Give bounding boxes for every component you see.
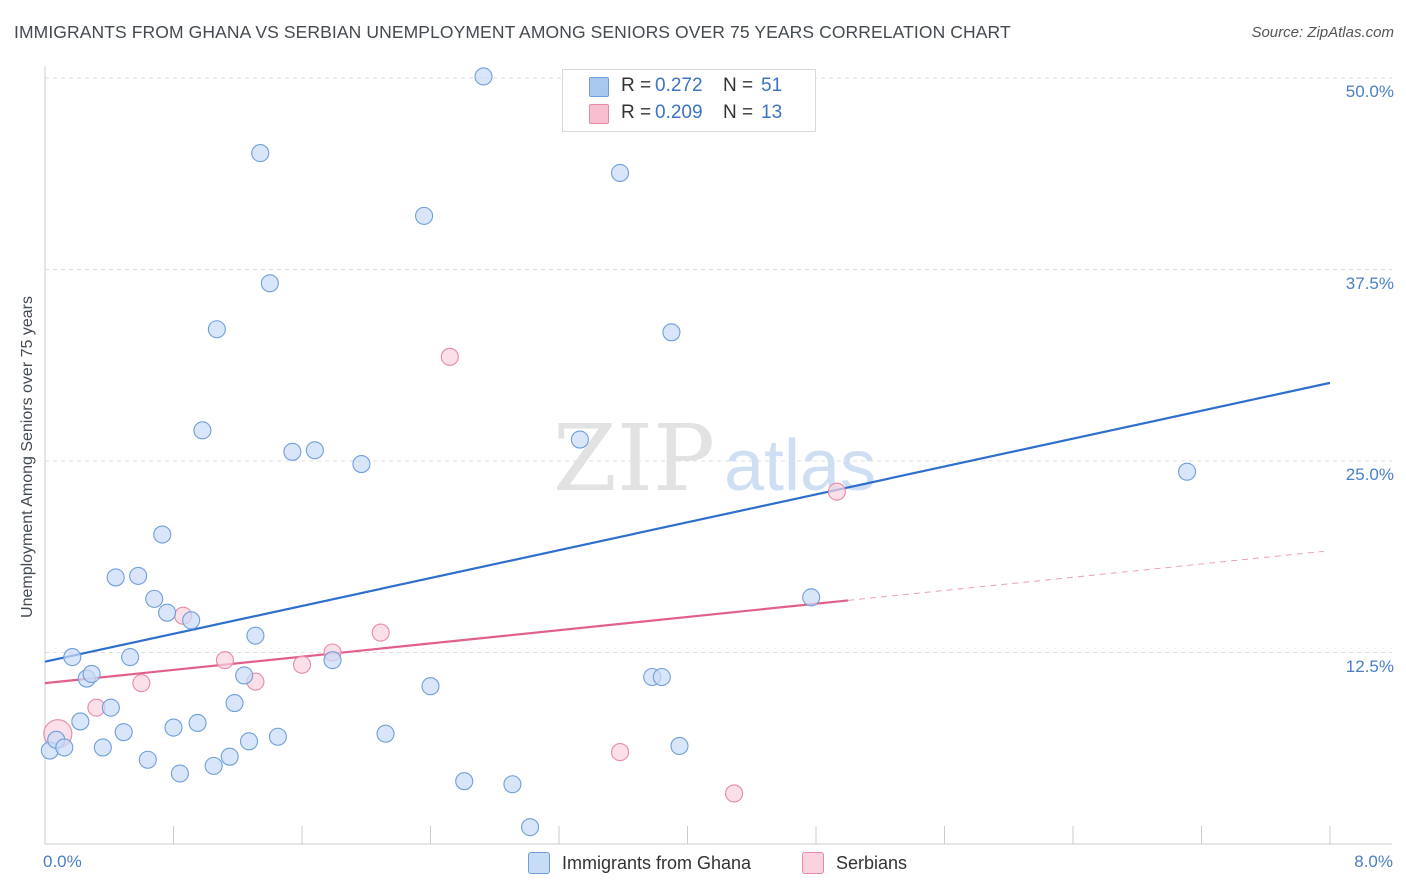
ghana-point xyxy=(283,442,302,461)
serbian-point xyxy=(215,651,234,670)
legend-swatch-serbians xyxy=(589,104,609,124)
y-tick-label: 25.0% xyxy=(1345,465,1394,484)
serbian-point xyxy=(725,784,744,803)
serbian-point xyxy=(610,743,630,762)
ghana-point xyxy=(55,738,74,757)
bottom-legend-ghana[interactable]: Immigrants from Ghana xyxy=(528,852,751,874)
data-points xyxy=(40,67,1197,837)
ghana-point xyxy=(802,588,821,607)
legend-swatch-serbians xyxy=(802,852,824,874)
legend-n-label: N = xyxy=(723,102,754,123)
ghana-point xyxy=(82,664,101,683)
ghana-point xyxy=(474,67,493,86)
ghana-point xyxy=(235,666,254,685)
serbian-point xyxy=(371,623,390,642)
legend-row-ghana: R = 0.272 N = 51 xyxy=(589,74,782,98)
ghana-point xyxy=(71,712,90,731)
ghana-point xyxy=(1177,462,1197,481)
ghana-point xyxy=(521,818,540,837)
x-tick-label-min: 0.0% xyxy=(43,852,82,871)
ghana-point xyxy=(204,756,223,775)
ghana-point xyxy=(153,525,172,544)
ghana-point xyxy=(352,455,371,474)
legend-label-serbians: Serbians xyxy=(836,852,908,873)
ghana-point xyxy=(121,648,140,667)
serbian-point xyxy=(440,347,459,366)
ghana-point xyxy=(158,603,177,622)
trend-line-serbians xyxy=(44,599,849,685)
x-tick-label-max: 8.0% xyxy=(1354,852,1393,871)
y-tick-label: 37.5% xyxy=(1345,273,1394,293)
ghana-point xyxy=(376,724,395,743)
correlation-legend: R = 0.272 N = 51 R = 0.209 N = 13 xyxy=(562,69,816,132)
serbian-point xyxy=(292,655,312,674)
ghana-point xyxy=(239,732,259,751)
ghana-point xyxy=(225,694,244,713)
ghana-point xyxy=(170,764,189,783)
ghana-point xyxy=(114,723,133,742)
ghana-point xyxy=(260,274,279,293)
ghana-point xyxy=(670,736,689,756)
trend-line-ghana xyxy=(44,381,1331,663)
serbian-point xyxy=(827,482,846,501)
ghana-point xyxy=(268,727,287,746)
trend-line-extension xyxy=(848,550,1324,601)
ghana-point xyxy=(207,320,226,339)
y-tick-label: 12.5% xyxy=(1345,656,1394,676)
ghana-point xyxy=(106,568,125,587)
ghana-point xyxy=(503,775,522,794)
ghana-point xyxy=(570,430,589,449)
legend-swatch-ghana xyxy=(528,852,550,874)
ghana-point xyxy=(101,698,120,717)
y-tick-label: 50.0% xyxy=(1345,82,1394,101)
ghana-point xyxy=(652,667,671,687)
chart-title: IMMIGRANTS FROM GHANA VS SERBIAN UNEMPLO… xyxy=(14,22,1011,42)
legend-r-value: 0.272 xyxy=(655,75,703,96)
legend-n-value: 51 xyxy=(761,75,783,96)
ghana-point xyxy=(145,589,164,608)
watermark-atlas: atlas xyxy=(724,426,876,506)
ghana-point xyxy=(138,750,157,769)
serbian-point xyxy=(132,674,151,693)
legend-r-label: R = xyxy=(621,102,652,123)
ghana-point xyxy=(323,651,342,670)
legend-r-value: 0.209 xyxy=(655,102,703,123)
axes xyxy=(44,66,1392,845)
legend-swatch-ghana xyxy=(589,77,609,97)
ghana-point xyxy=(662,323,681,342)
ghana-point xyxy=(415,206,434,225)
watermark: ZIP atlas xyxy=(553,405,876,512)
ghana-point xyxy=(164,718,183,737)
legend-label-ghana: Immigrants from Ghana xyxy=(562,852,752,873)
legend-r-label: R = xyxy=(621,75,652,96)
watermark-zip: ZIP xyxy=(553,405,715,512)
legend-n-label: N = xyxy=(723,75,754,96)
ghana-point xyxy=(63,648,82,667)
legend-row-serbians: R = 0.209 N = 13 xyxy=(589,101,782,125)
ghana-point xyxy=(93,738,112,757)
ghana-point xyxy=(251,144,270,163)
gridlines xyxy=(45,77,1392,653)
ghana-point xyxy=(246,626,265,645)
source-label: Source: ZipAtlas.com xyxy=(1251,24,1394,41)
ghana-point xyxy=(182,611,201,630)
bottom-legend-serbians[interactable]: Serbians xyxy=(802,852,907,874)
ghana-point xyxy=(305,441,324,460)
ghana-point xyxy=(421,677,440,696)
ghana-point xyxy=(610,163,630,183)
ghana-point xyxy=(129,566,148,585)
legend-n-value: 13 xyxy=(761,102,783,123)
ghana-point xyxy=(220,747,239,766)
ghana-point xyxy=(455,772,474,791)
ghana-point xyxy=(188,713,207,733)
trend-lines xyxy=(44,381,1331,685)
ghana-point xyxy=(193,421,212,440)
